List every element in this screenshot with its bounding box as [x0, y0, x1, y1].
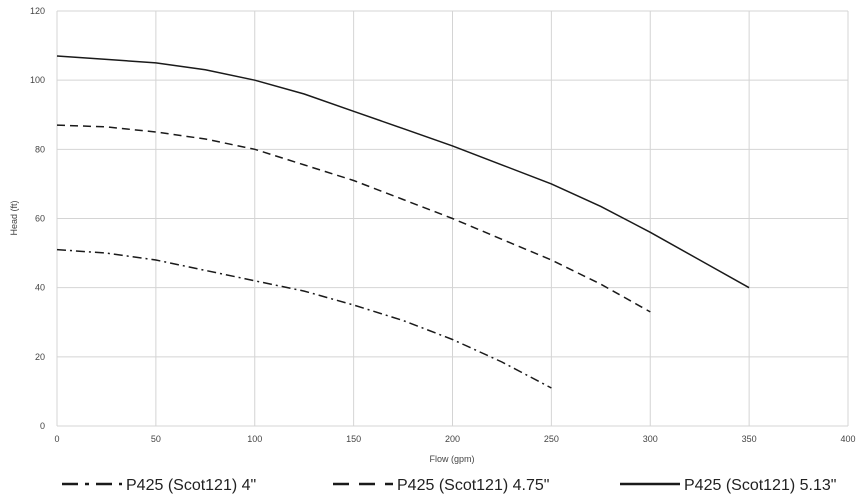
series-lines	[57, 56, 749, 388]
x-tick-label: 200	[445, 434, 460, 444]
legend-label: P425 (Scot121) 4"	[126, 477, 256, 494]
y-tick-label: 100	[30, 75, 45, 85]
x-tick-label: 100	[247, 434, 262, 444]
x-tick-label: 250	[544, 434, 559, 444]
series-line-dash-dot	[57, 250, 551, 388]
y-tick-label: 40	[35, 283, 45, 293]
y-tick-label: 60	[35, 214, 45, 224]
x-tick-label: 50	[151, 434, 161, 444]
y-tick-label: 120	[30, 6, 45, 16]
x-tick-label: 350	[742, 434, 757, 444]
x-tick-label: 0	[54, 434, 59, 444]
tick-labels: 0 50 100 150 200 250 300 350 400 0 20 40 60 80 100 120	[30, 6, 856, 444]
y-axis-title: Head (ft)	[9, 200, 19, 235]
series-line-solid	[57, 56, 749, 288]
legend-label: P425 (Scot121) 5.13"	[684, 477, 836, 494]
legend-label: P425 (Scot121) 4.75"	[397, 477, 549, 494]
y-tick-label: 20	[35, 352, 45, 362]
x-tick-label: 400	[840, 434, 855, 444]
x-axis-title: Flow (gpm)	[429, 454, 474, 464]
y-tick-label: 80	[35, 144, 45, 154]
y-tick-label: 0	[40, 421, 45, 431]
x-tick-label: 150	[346, 434, 361, 444]
legend: P425 (Scot121) 4" P425 (Scot121) 4.75" P42…	[62, 477, 836, 494]
x-tick-label: 300	[643, 434, 658, 444]
